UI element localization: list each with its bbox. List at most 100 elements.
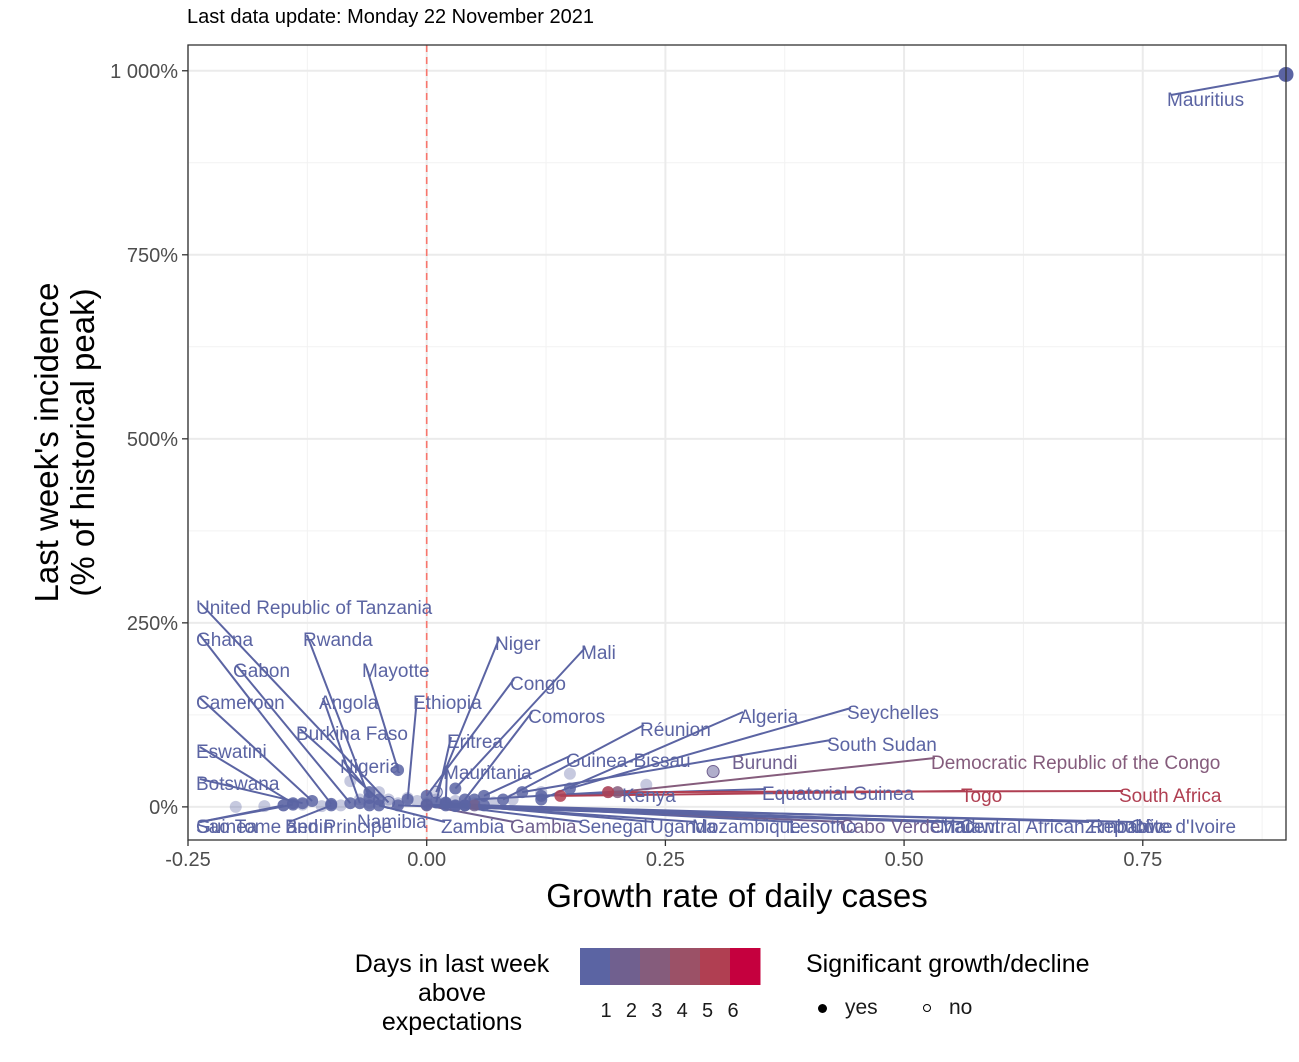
plot-panel-border [187, 44, 1287, 841]
country-label-malawi: Malawi [940, 817, 999, 838]
background-point [707, 765, 720, 778]
color-legend-label: 6 [727, 1000, 738, 1022]
country-label-mozambique: Mozambique [692, 817, 801, 838]
shape-legend-title: Significant growth/decline [806, 950, 1090, 978]
point-central-african-republic [458, 799, 471, 812]
color-legend-swatch [670, 948, 701, 985]
x-axis-title: Growth rate of daily cases [546, 877, 928, 914]
background-point [382, 793, 395, 806]
label-connector-angola [322, 697, 361, 804]
country-label-congo: Congo [510, 674, 566, 695]
country-label-kenya: Kenya [622, 786, 676, 807]
country-label-mayotte: Mayotte [362, 661, 430, 682]
point-mayotte [392, 764, 405, 777]
point-chad [392, 799, 405, 812]
point-cameroon [306, 794, 319, 807]
country-label-ghana: Ghana [196, 630, 253, 651]
background-point [506, 793, 519, 806]
country-label-eritrea: Eritrea [447, 732, 503, 753]
color-legend-title: Days in last week above expectations [322, 950, 582, 1037]
point-angola [353, 797, 366, 810]
label-connector-democratic-republic-of-the-congo [617, 757, 936, 794]
country-label-guinea-bissau: Guinea-Bissau [566, 751, 691, 772]
color-legend-swatch [700, 948, 731, 985]
country-label-gabon: Gabon [233, 661, 290, 682]
label-connector-eritrea [435, 736, 452, 803]
background-point [411, 794, 424, 807]
country-label-botswana: Botswana [196, 774, 280, 795]
background-point [258, 800, 271, 813]
country-label-united-republic-of-tanzania: United Republic of Tanzania [196, 598, 433, 619]
point-equatorial-guinea [535, 789, 548, 802]
point-malawi [420, 798, 433, 811]
label-connector-mayotte [365, 665, 400, 771]
country-label-south-sudan: South Sudan [827, 735, 937, 756]
chart-subtitle: Last data update: Monday 22 November 202… [187, 6, 594, 28]
country-label-central-african-republic: Central African Republic [960, 817, 1164, 838]
country-label-guinea: Guinea [196, 817, 258, 838]
label-connector-algeria [540, 711, 744, 801]
color-legend-label: 3 [651, 1000, 662, 1022]
background-point [487, 796, 500, 809]
country-label-niger: Niger [495, 634, 541, 655]
label-connector-c-te-d-ivoire [455, 805, 1135, 823]
label-connector-south-sudan [522, 739, 832, 794]
point-guinea-bissau [477, 789, 490, 802]
color-legend-label: 4 [677, 1000, 688, 1022]
y-tick-label: 0% [149, 797, 178, 819]
country-label-seychelles: Seychelles [847, 703, 939, 724]
country-label-namibia: Namibia [357, 812, 427, 833]
country-label-nigeria: Nigeria [340, 757, 401, 778]
label-connector-benin [288, 804, 332, 823]
label-connector-ghana [199, 634, 333, 805]
country-label-mali: Mali [581, 643, 616, 664]
point-botswana [296, 797, 309, 810]
country-label-sao-tome-and-principe: Sao Tome and Principe [196, 817, 392, 838]
y-axis-title-line2: (% of historical peak) [64, 288, 101, 596]
label-connector-united-republic-of-tanzania [199, 602, 390, 804]
label-connector-eswatini [199, 746, 294, 805]
x-tick-label: 0.75 [1123, 849, 1162, 871]
point-eritrea [430, 796, 443, 809]
background-point [315, 800, 328, 813]
background-point [563, 767, 576, 780]
country-label-algeria: Algeria [739, 707, 799, 728]
label-connector-mali [454, 647, 586, 790]
x-tick-label: 0.00 [407, 849, 446, 871]
background-point [334, 799, 347, 812]
y-axis-title: Last week's incidence(% of historical pe… [28, 283, 101, 603]
point-guinea [287, 798, 300, 811]
label-connector-south-africa [608, 790, 1124, 794]
country-label-senegal: Senegal [578, 817, 648, 838]
country-label-togo: Togo [961, 786, 1002, 807]
color-legend-title-line2: above [417, 979, 487, 1007]
y-tick-label: 500% [127, 429, 178, 451]
country-label-c-te-d-ivoire: Côte d'Ivoire [1130, 817, 1236, 838]
y-tick-label: 1 000% [110, 61, 178, 83]
background-point [229, 800, 242, 813]
country-label-cameroon: Cameroon [196, 693, 285, 714]
point-zambia [372, 799, 385, 812]
country-label-benin: Benin [285, 817, 334, 838]
point-togo [554, 789, 567, 802]
point-sao-tome-and-principe [277, 799, 290, 812]
label-connector-gabon [236, 665, 352, 804]
color-legend-swatch [580, 948, 611, 985]
label-connector-mauritius [1170, 73, 1287, 96]
color-legend-label: 5 [702, 1000, 713, 1022]
label-connector-rwanda [306, 634, 371, 799]
country-label-chad: Chad [930, 817, 975, 838]
color-legend-swatch [730, 948, 761, 985]
plot-panel [188, 45, 1286, 840]
point-benin [325, 799, 338, 812]
color-legend-title-line3: expectations [381, 1008, 523, 1036]
point-seychelles [563, 782, 576, 795]
point-namibia [363, 799, 376, 812]
point-lesotho [439, 797, 452, 810]
color-legend-swatch [640, 948, 671, 985]
label-connector-guinea [199, 803, 294, 823]
country-label-mauritania: Mauritania [443, 763, 532, 784]
label-connector-guinea-bissau [483, 755, 571, 797]
color-legend-title-line1: Days in last week [354, 950, 550, 978]
